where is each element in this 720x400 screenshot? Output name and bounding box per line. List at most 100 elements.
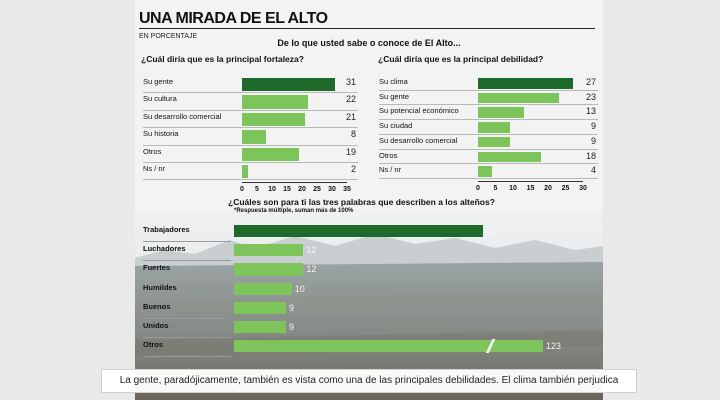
category-label: Trabajadores [143, 225, 190, 234]
x-tick-label: 5 [493, 184, 498, 192]
x-tick-label: 0 [240, 186, 244, 194]
x-tick-label: 10 [509, 184, 517, 192]
row-divider [379, 148, 598, 150]
x-tick-label: 10 [268, 186, 276, 194]
data-label: 4 [590, 165, 596, 176]
row-divider [143, 298, 231, 300]
category-label: Fuertes [143, 263, 171, 273]
data-bar [242, 147, 299, 161]
city-photo-background [135, 210, 603, 400]
category-label: Su ciudad [379, 121, 413, 131]
data-label: 13 [585, 106, 596, 117]
category-label: Su potencial económico [379, 106, 459, 116]
data-label: 21 [345, 111, 356, 122]
data-bar [242, 165, 248, 179]
row-divider [143, 337, 231, 339]
category-label: Otros [143, 340, 164, 350]
data-bar [234, 263, 304, 276]
data-bar [478, 107, 524, 119]
right-margin [603, 0, 720, 400]
row-divider [143, 260, 231, 262]
infographic: UNA MIRADA DE EL ALTO EN PORCENTAJE De l… [135, 0, 603, 400]
data-label: 9 [590, 121, 596, 132]
data-bar [478, 166, 492, 177]
data-bar [242, 130, 266, 144]
data-label: 27 [585, 77, 596, 87]
x-tick-label: 25 [313, 186, 321, 194]
category-label: Otros [143, 146, 162, 156]
x-tick-label: 30 [579, 184, 587, 192]
row-divider [143, 356, 231, 358]
x-tick-label: 30 [328, 186, 336, 194]
category-label: Buenos [143, 301, 171, 311]
x-tick-label: 25 [561, 184, 570, 192]
data-bar [234, 225, 483, 238]
x-tick-label: 0 [476, 184, 480, 192]
row-divider [143, 144, 358, 146]
data-bar [478, 78, 573, 89]
data-label: 12 [306, 245, 317, 256]
unit-label: EN PORCENTAJE [139, 33, 198, 40]
data-label: 123 [546, 341, 562, 352]
row-divider [143, 179, 358, 181]
category-label: Ns / nr [379, 165, 402, 175]
category-label: Luchadores [143, 244, 186, 254]
chart-title-fortaleza: ¿Cuál diría que es la principal fortalez… [141, 54, 304, 64]
row-divider [379, 133, 598, 135]
data-label: 9 [289, 302, 295, 313]
category-label: Su desarrollo comercial [143, 111, 222, 121]
data-label: 22 [345, 94, 356, 105]
category-label: Humildes [143, 282, 177, 292]
x-tick-label: 20 [298, 186, 306, 194]
data-bar [478, 151, 541, 163]
data-bar [242, 112, 305, 127]
x-tick-label: 35 [343, 186, 351, 194]
data-bar [478, 122, 510, 133]
image-caption: La gente, paradójicamente, también es vi… [101, 369, 637, 393]
x-tick-label: 5 [255, 186, 259, 194]
row-divider [143, 279, 231, 281]
data-label: 43 [485, 226, 496, 236]
data-label: 8 [350, 129, 356, 140]
category-label: Su clima [379, 77, 408, 86]
x-tick-label: 15 [283, 186, 291, 194]
x-axis-line [478, 180, 583, 182]
data-label: 23 [585, 91, 596, 102]
row-divider [379, 89, 598, 91]
row-divider [143, 241, 231, 243]
page-title: UNA MIRADA DE EL ALTO [139, 10, 328, 27]
row-divider [379, 177, 598, 179]
category-label: Ns / nr [143, 164, 166, 173]
x-tick-label: 20 [544, 184, 552, 192]
category-label: Otros [379, 150, 398, 160]
category-label: Unidos [143, 321, 169, 330]
category-label: Su desarrollo comercial [379, 135, 458, 145]
x-axis-line [242, 182, 347, 184]
row-divider [143, 92, 358, 94]
row-divider [379, 119, 598, 121]
category-label: Su gente [379, 91, 410, 101]
chart-subtitle-palabras: *Respuesta múltiple, suman más de 100% [234, 208, 354, 214]
category-label: Su gente [143, 77, 174, 86]
data-label: 10 [294, 283, 305, 294]
left-margin [0, 0, 135, 400]
data-bar [234, 244, 304, 257]
row-divider [143, 162, 358, 163]
row-divider [379, 163, 598, 165]
data-bar [234, 301, 287, 314]
data-label: 2 [350, 164, 356, 174]
data-bar [478, 92, 559, 104]
data-label: 18 [585, 150, 596, 161]
data-bar [234, 340, 543, 353]
row-divider [143, 127, 358, 129]
data-bar [478, 136, 510, 148]
data-bar [234, 282, 292, 295]
lead-question: De lo que usted sabe o conoce de El Alto… [277, 38, 461, 48]
data-bar [242, 78, 335, 92]
data-label: 19 [345, 146, 356, 157]
row-divider [379, 104, 598, 106]
data-label: 9 [590, 135, 596, 146]
data-label: 31 [345, 77, 356, 87]
x-tick-label: 15 [526, 184, 535, 192]
row-divider [143, 318, 231, 319]
